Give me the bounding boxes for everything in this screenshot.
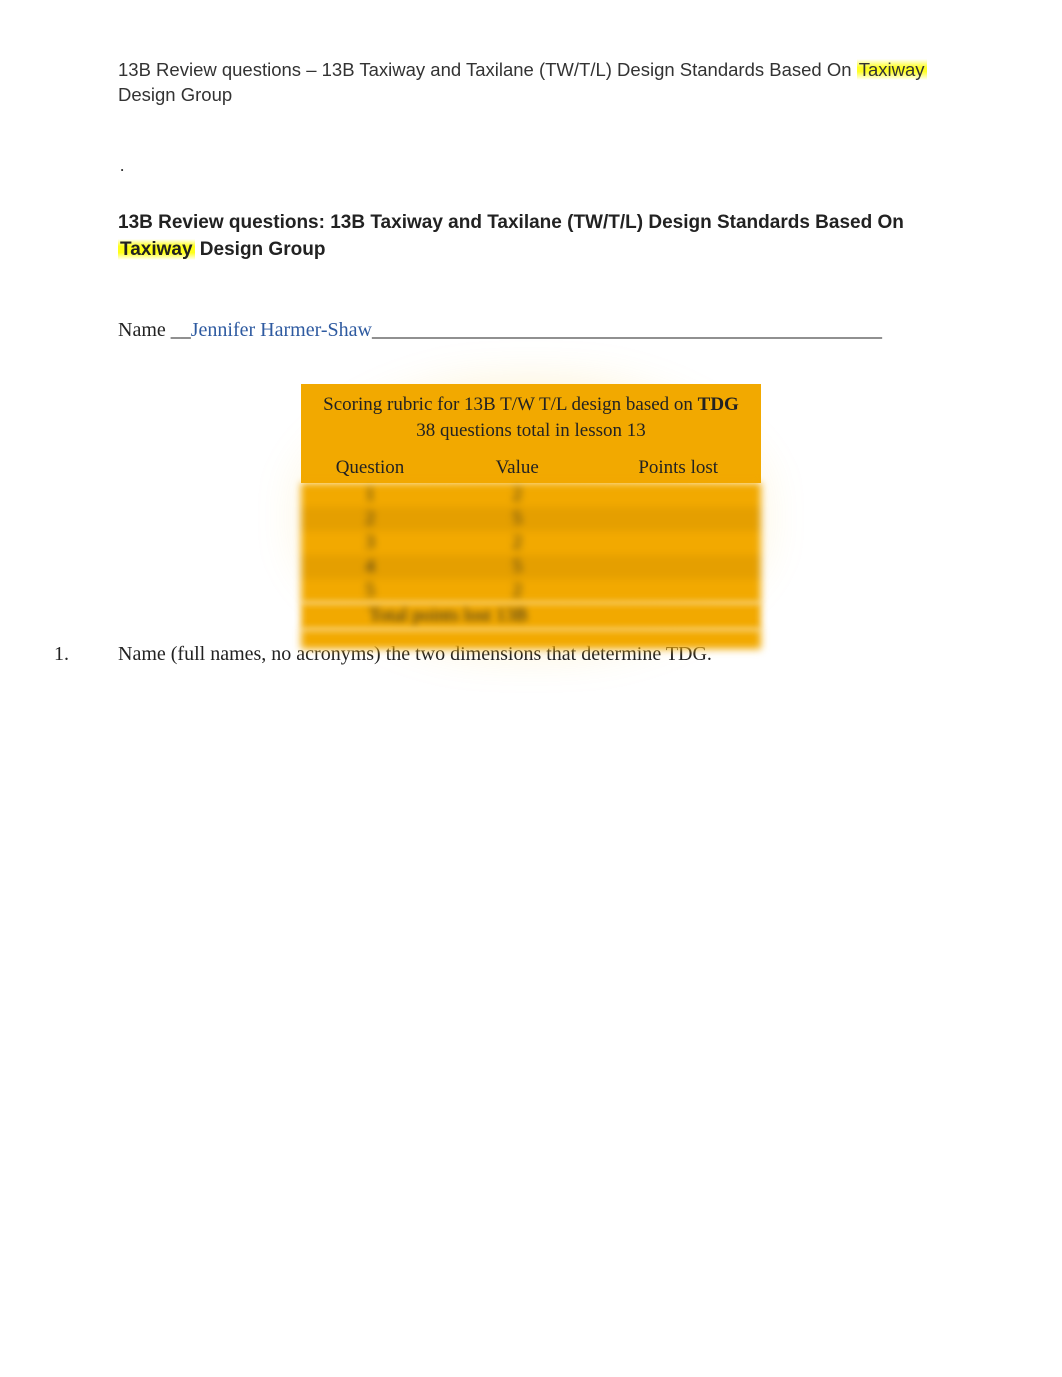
document-title: 13B Review questions – 13B Taxiway and T…: [118, 58, 944, 108]
name-value: Jennifer Harmer-Shaw: [191, 319, 372, 341]
heading-pre: 13B Review questions: 13B Taxiway and Ta…: [118, 212, 904, 233]
name-field-line: Name __Jennifer Harmer-Shaw_____________…: [118, 319, 944, 342]
rubric-column-headers: Question Value Points lost: [301, 451, 761, 483]
rubric-cell-v: 5: [439, 508, 595, 530]
rubric-row: 5 2: [301, 579, 761, 603]
doc-title-post: Design Group: [118, 84, 232, 105]
scoring-rubric-table: Scoring rubric for 13B T/W T/L design ba…: [301, 384, 761, 649]
name-label: Name __: [118, 319, 191, 341]
rubric-cell-v: 2: [439, 532, 595, 554]
rubric-cell-q: 1: [301, 484, 439, 506]
rubric-row: 2 5: [301, 507, 761, 531]
question-number: 1.: [54, 643, 69, 666]
rubric-total-row: Total points lost 13B: [301, 603, 761, 629]
heading-post: Design Group: [195, 239, 326, 260]
rubric-cell-q: 3: [301, 532, 439, 554]
rubric-cell-q: 4: [301, 556, 439, 578]
rubric-row: 3 2: [301, 531, 761, 555]
rubric-col-value: Value: [439, 457, 595, 479]
rubric-cell-q: 2: [301, 508, 439, 530]
section-heading: 13B Review questions: 13B Taxiway and Ta…: [118, 210, 944, 263]
rubric-title-line1-pre: Scoring rubric for 13B T/W T/L design ba…: [323, 394, 698, 415]
rubric-spacer: [301, 629, 761, 649]
rubric-cell-q: 5: [301, 580, 439, 602]
rubric-col-question: Question: [301, 457, 439, 479]
rubric-total-label: Total points lost 13B: [301, 605, 595, 627]
rubric-row: 1 2: [301, 483, 761, 507]
punctuation-dot: .: [118, 156, 944, 176]
rubric-title-line2: 38 questions total in lesson 13: [416, 420, 646, 441]
rubric-col-points-lost: Points lost: [595, 457, 761, 479]
doc-title-highlight: Taxiway: [857, 59, 927, 80]
rubric-cell-v: 2: [439, 484, 595, 506]
rubric-body: 1 2 2 5 3 2 4 5: [301, 483, 761, 603]
rubric-cell-v: 5: [439, 556, 595, 578]
name-underline: ________________________________________…: [372, 319, 882, 341]
rubric-title: Scoring rubric for 13B T/W T/L design ba…: [301, 384, 761, 451]
rubric-cell-v: 2: [439, 580, 595, 602]
rubric-row: 4 5: [301, 555, 761, 579]
rubric-title-line1-bold: TDG: [698, 394, 739, 415]
doc-title-pre: 13B Review questions – 13B Taxiway and T…: [118, 59, 857, 80]
heading-highlight: Taxiway: [118, 239, 195, 260]
